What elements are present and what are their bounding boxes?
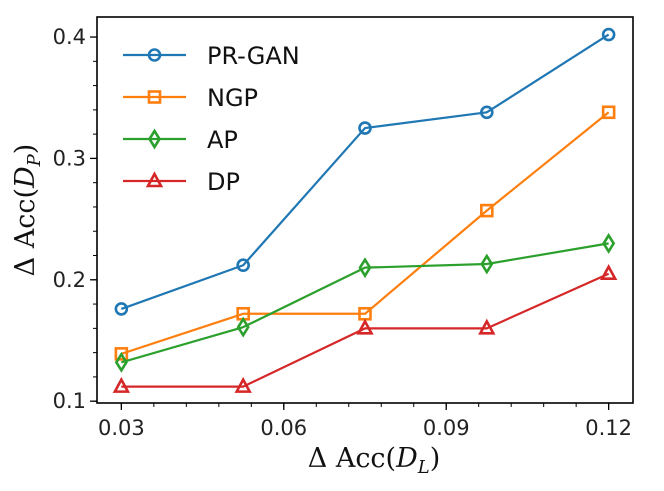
legend-label-pr-gan: PR-GAN [207,42,300,70]
series-line-pr-gan [120,33,610,310]
data-point-pr-gan [358,121,372,135]
data-point-dp [112,376,131,393]
legend-marker-pr-gan [147,48,162,62]
legend-item-pr-gan: PR-GAN [123,42,300,70]
legend-marker-ap [147,128,162,150]
data-point-dp [599,263,618,281]
data-point-ap [236,316,250,338]
data-point-dp [478,318,496,335]
y-tick-label: 0.4 [53,25,86,49]
legend-item-ap: AP [123,126,238,154]
series-dp [112,263,618,393]
legend-item-ngp: NGP [123,84,258,112]
legend-marker-ngp [147,90,162,104]
x-axis-label: Δ Acc(DL) [308,443,441,478]
series-line-dp [121,272,610,388]
x-tick-label: 0.12 [585,416,632,440]
axis-ticks: 0.1 0.2 0.3 0.4 0.03 0.06 0.09 0.12 [53,25,632,440]
y-tick-label: 0.2 [53,268,86,292]
y-tick-label: 0.3 [53,146,86,170]
data-point-dp [356,318,374,335]
x-tick-label: 0.06 [260,416,307,440]
series-line-ngp [121,111,610,355]
series-layer [112,27,618,393]
series-ap [114,232,616,373]
legend-label-ap: AP [207,126,238,154]
data-point-ap [602,232,616,254]
data-point-ap [358,257,372,279]
plot-frame [96,16,634,404]
series-line-ap [121,242,609,364]
data-point-ap [114,351,128,373]
data-point-pr-gan [480,105,494,120]
legend: PR-GAN NGP AP DP [123,42,300,196]
y-tick-label: 0.1 [53,389,86,413]
data-point-pr-gan [114,302,129,316]
x-tick-label: 0.03 [98,416,145,440]
series-ngp [114,105,616,361]
data-point-ngp [114,347,129,361]
y-axis-label: Δ Acc(DP) [10,144,45,277]
data-point-ap [480,253,494,275]
legend-label-ngp: NGP [207,84,258,112]
data-point-ngp [601,105,616,120]
legend-item-dp: DP [123,168,240,196]
data-point-ngp [480,203,494,218]
legend-marker-dp [145,171,164,188]
data-point-pr-gan [601,27,616,42]
legend-label-dp: DP [207,168,240,196]
data-point-pr-gan [236,258,250,273]
x-tick-label: 0.09 [423,416,470,440]
data-point-dp [234,376,252,393]
series-pr-gan [114,27,616,316]
